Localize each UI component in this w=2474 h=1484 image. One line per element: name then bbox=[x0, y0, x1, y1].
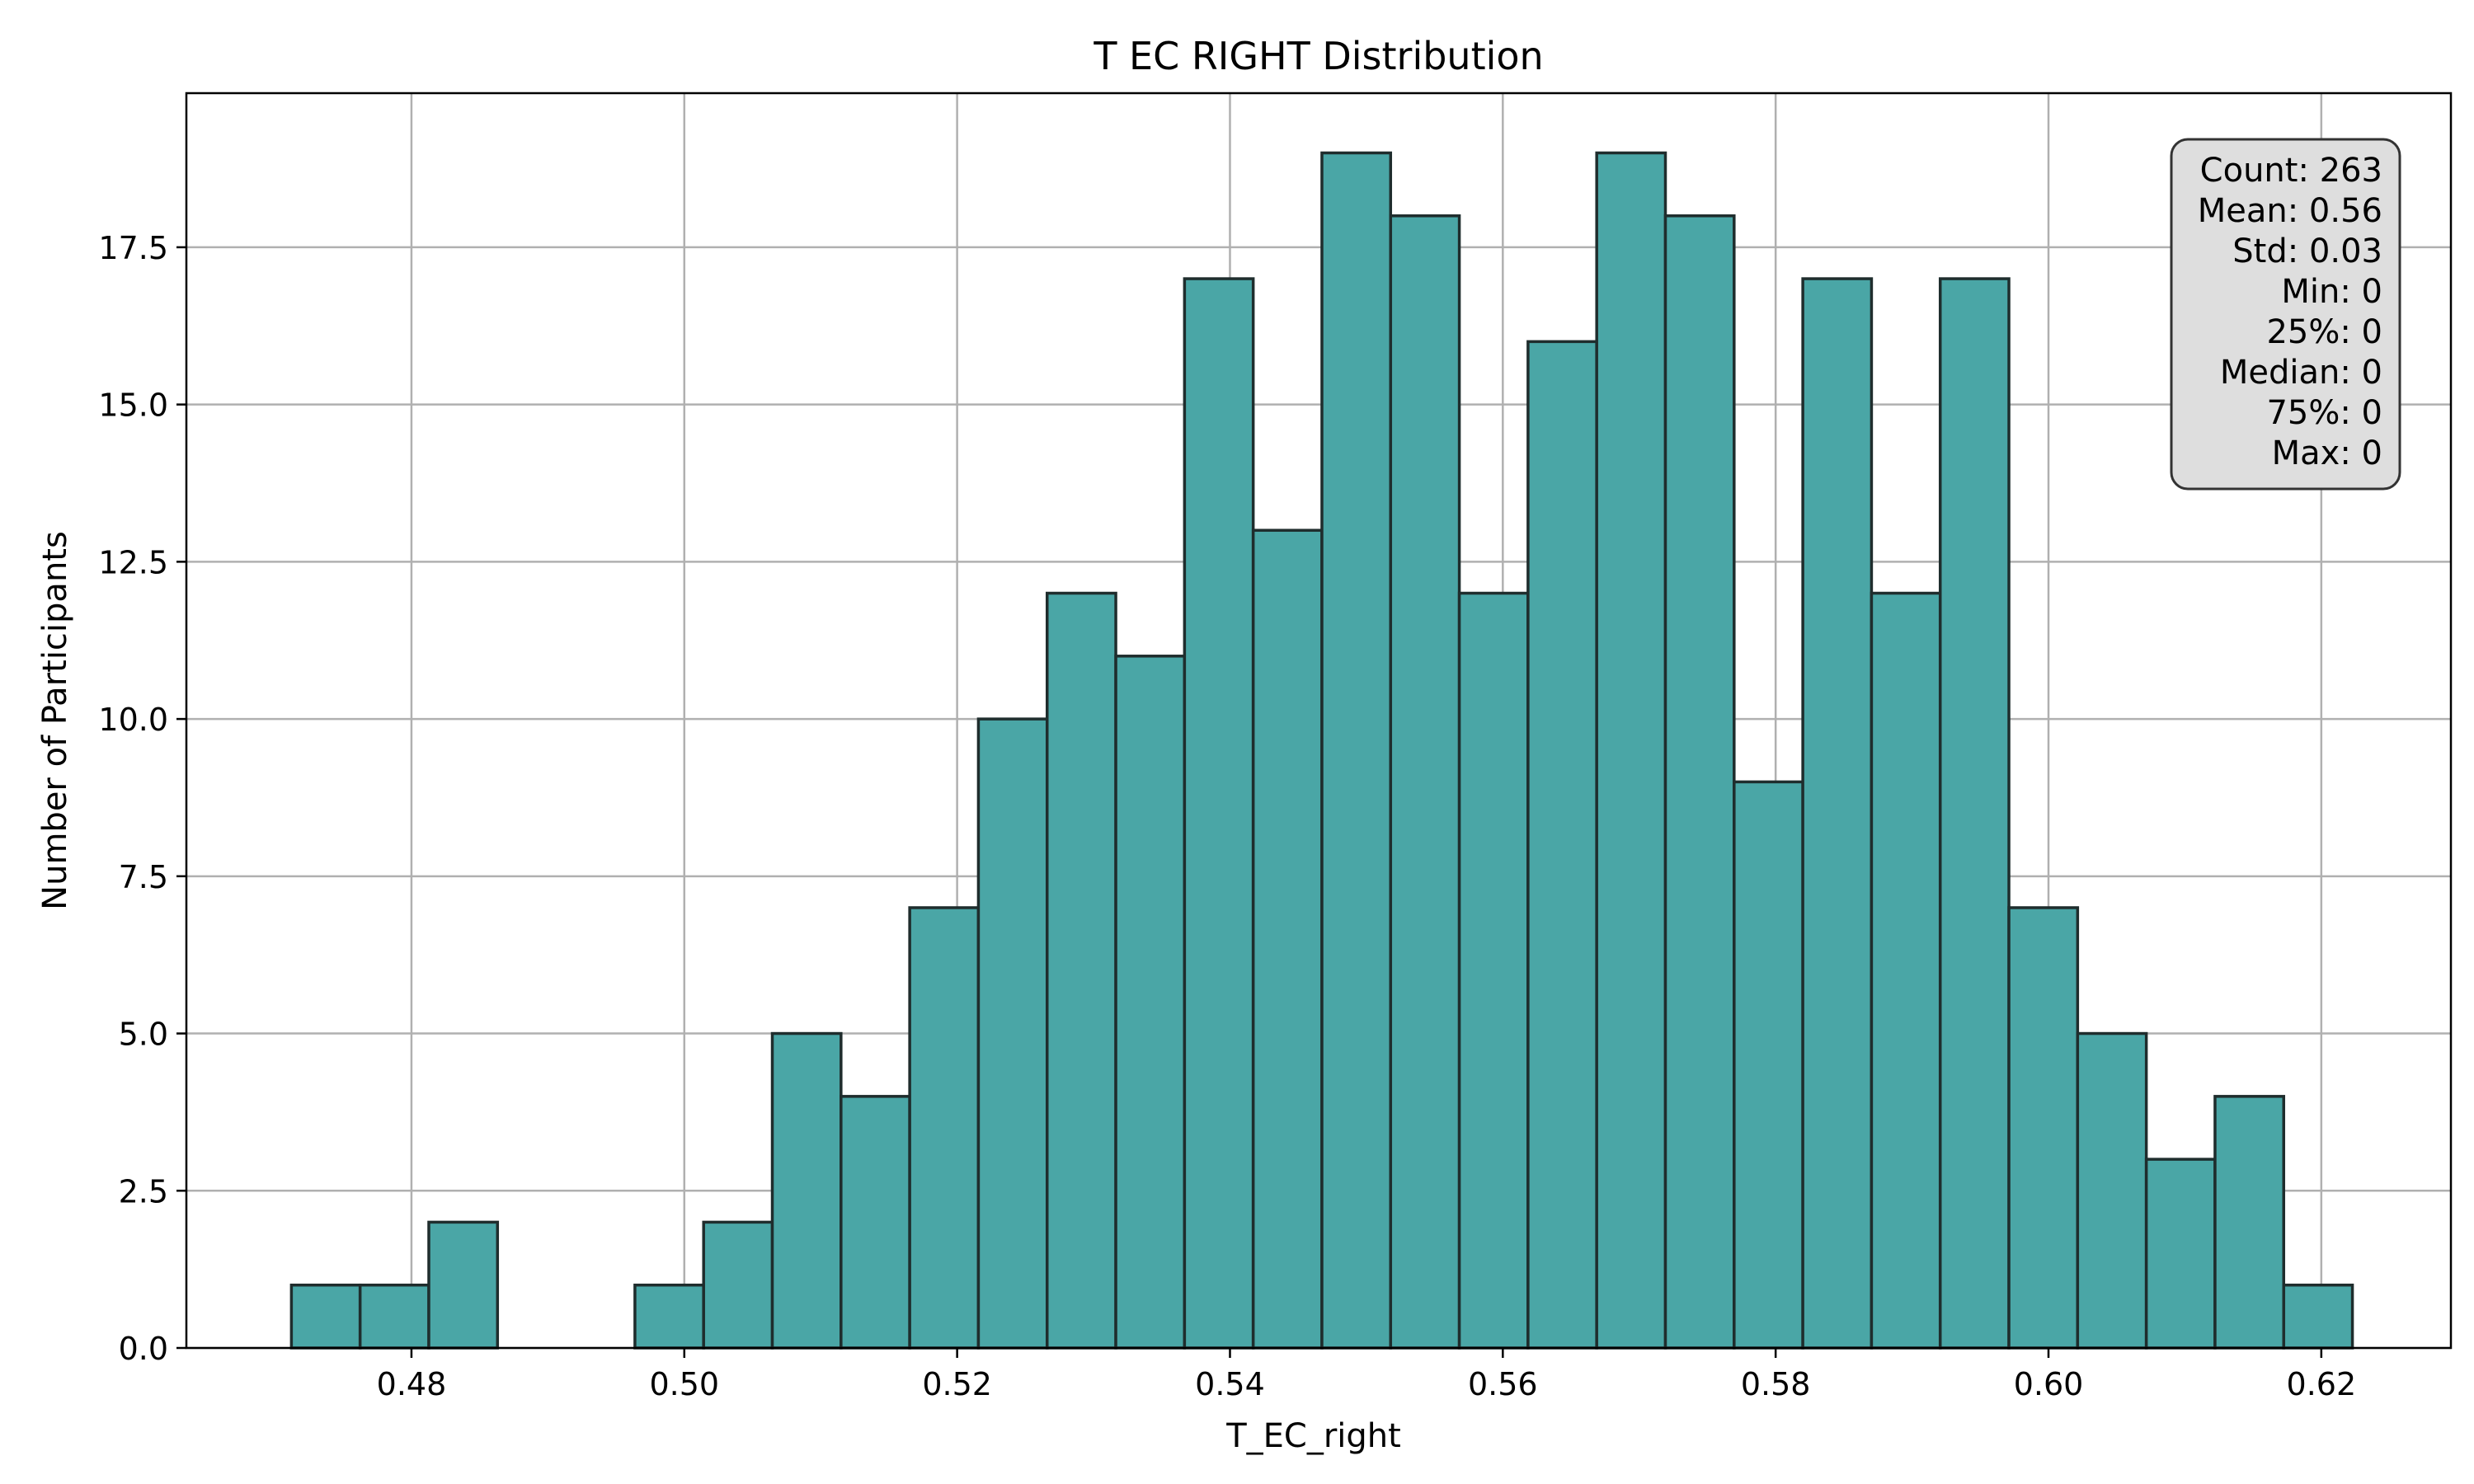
histogram-bar bbox=[1114, 655, 1187, 1350]
histogram-bar bbox=[1663, 214, 1736, 1350]
y-tick-label: 10.0 bbox=[98, 702, 168, 738]
histogram-bar bbox=[1801, 277, 1874, 1350]
histogram-bar bbox=[633, 1283, 705, 1350]
y-tick-label: 17.5 bbox=[98, 230, 168, 266]
histogram-bar bbox=[2213, 1095, 2286, 1350]
histogram-bar bbox=[2007, 906, 2080, 1350]
histogram-bar bbox=[1870, 591, 1942, 1350]
histogram-bar bbox=[1457, 591, 1530, 1350]
x-axis-label: T_EC_right bbox=[1225, 1417, 1401, 1455]
x-tick-label: 0.52 bbox=[922, 1366, 992, 1402]
y-axis-ticks: 0.0 2.5 5.0 7.5 10.0 12.5 15.0 17.5 bbox=[98, 230, 186, 1367]
histogram-bar bbox=[1183, 277, 1255, 1350]
statistics-box: Count: 263 Mean: 0.56 Std: 0.03 Min: 0 2… bbox=[2170, 138, 2401, 491]
histogram-bar bbox=[976, 717, 1049, 1350]
stat-max: Max: 0 bbox=[2272, 434, 2382, 472]
stat-mean: Mean: 0.56 bbox=[2198, 192, 2382, 230]
histogram-bar bbox=[908, 906, 981, 1350]
x-tick-label: 0.56 bbox=[1468, 1366, 1538, 1402]
x-tick-label: 0.58 bbox=[1741, 1366, 1811, 1402]
stat-q3: 75%: 0 bbox=[2266, 394, 2382, 432]
x-tick-label: 0.54 bbox=[1195, 1366, 1265, 1402]
y-tick-label: 12.5 bbox=[98, 544, 168, 580]
x-tick-label: 0.60 bbox=[2014, 1366, 2084, 1402]
y-tick-label: 7.5 bbox=[119, 859, 168, 895]
stat-count: Count: 263 bbox=[2200, 152, 2382, 190]
histogram-bar bbox=[1733, 780, 1804, 1350]
y-tick-label: 5.0 bbox=[119, 1017, 168, 1053]
y-tick-label: 0.0 bbox=[119, 1331, 168, 1367]
x-axis-ticks: 0.48 0.50 0.52 0.54 0.56 0.58 0.60 0.62 bbox=[377, 1348, 2357, 1402]
x-tick-label: 0.62 bbox=[2287, 1366, 2357, 1402]
histogram-bar bbox=[1389, 214, 1461, 1350]
histogram-bar bbox=[289, 1283, 362, 1350]
plot-frame bbox=[185, 92, 2453, 1350]
x-tick-label: 0.50 bbox=[649, 1366, 719, 1402]
stat-median: Median: 0 bbox=[2220, 354, 2382, 392]
stat-min: Min: 0 bbox=[2281, 273, 2382, 311]
y-tick-label: 2.5 bbox=[119, 1173, 168, 1209]
stat-std: Std: 0.03 bbox=[2232, 232, 2382, 270]
histogram-bar bbox=[2282, 1283, 2354, 1350]
histogram-bar bbox=[770, 1031, 843, 1350]
chart-title: T EC RIGHT Distribution bbox=[1093, 34, 1543, 78]
histogram-bar bbox=[702, 1220, 774, 1350]
histogram-bar bbox=[1045, 591, 1117, 1350]
histogram-bar bbox=[2144, 1158, 2217, 1350]
histogram-bar bbox=[358, 1283, 430, 1350]
histogram-bar bbox=[2076, 1031, 2148, 1350]
x-tick-label: 0.48 bbox=[377, 1366, 447, 1402]
histogram-bar bbox=[1320, 151, 1393, 1350]
histogram-bar bbox=[1938, 277, 2011, 1350]
histogram-bar bbox=[1526, 340, 1598, 1350]
histogram-bars bbox=[289, 151, 2354, 1350]
histogram-bar bbox=[1251, 528, 1324, 1350]
y-axis-label: Number of Participants bbox=[36, 531, 74, 910]
histogram-bar bbox=[840, 1095, 911, 1350]
histogram-bar bbox=[427, 1220, 500, 1350]
histogram-bar bbox=[1595, 151, 1667, 1350]
statistics-box-background bbox=[2170, 138, 2401, 491]
y-tick-label: 15.0 bbox=[98, 387, 168, 424]
stat-q1: 25%: 0 bbox=[2266, 313, 2382, 351]
